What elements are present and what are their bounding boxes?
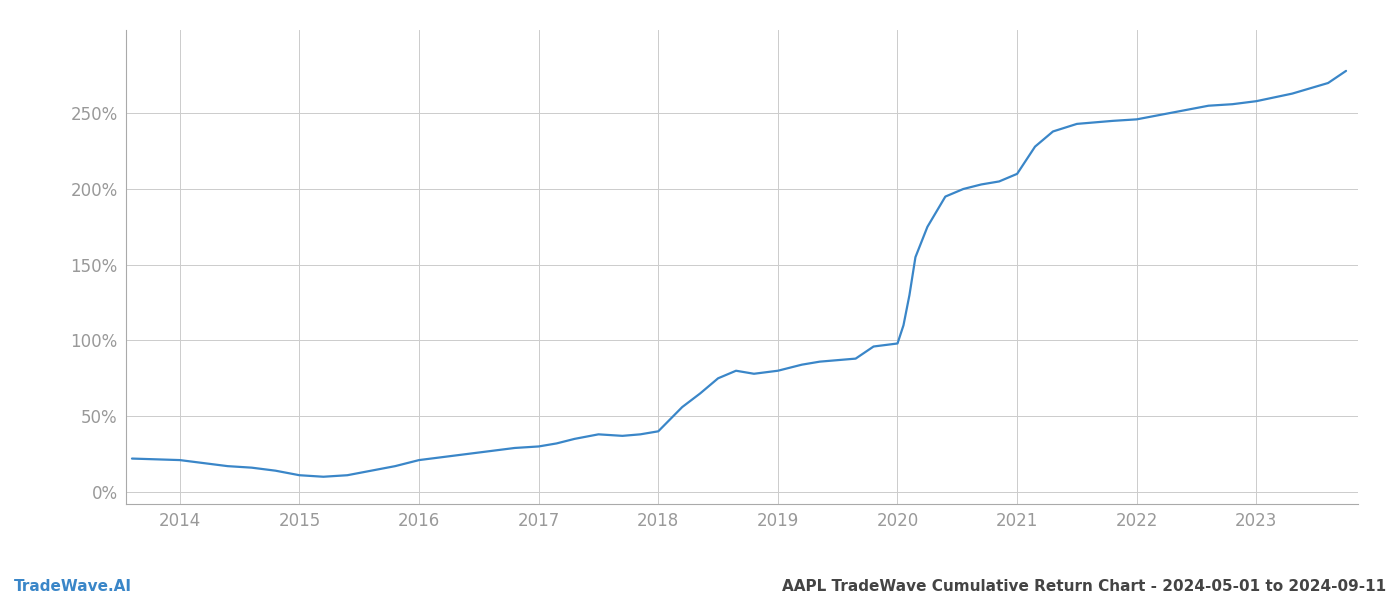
Text: TradeWave.AI: TradeWave.AI — [14, 579, 132, 594]
Text: AAPL TradeWave Cumulative Return Chart - 2024-05-01 to 2024-09-11: AAPL TradeWave Cumulative Return Chart -… — [781, 579, 1386, 594]
